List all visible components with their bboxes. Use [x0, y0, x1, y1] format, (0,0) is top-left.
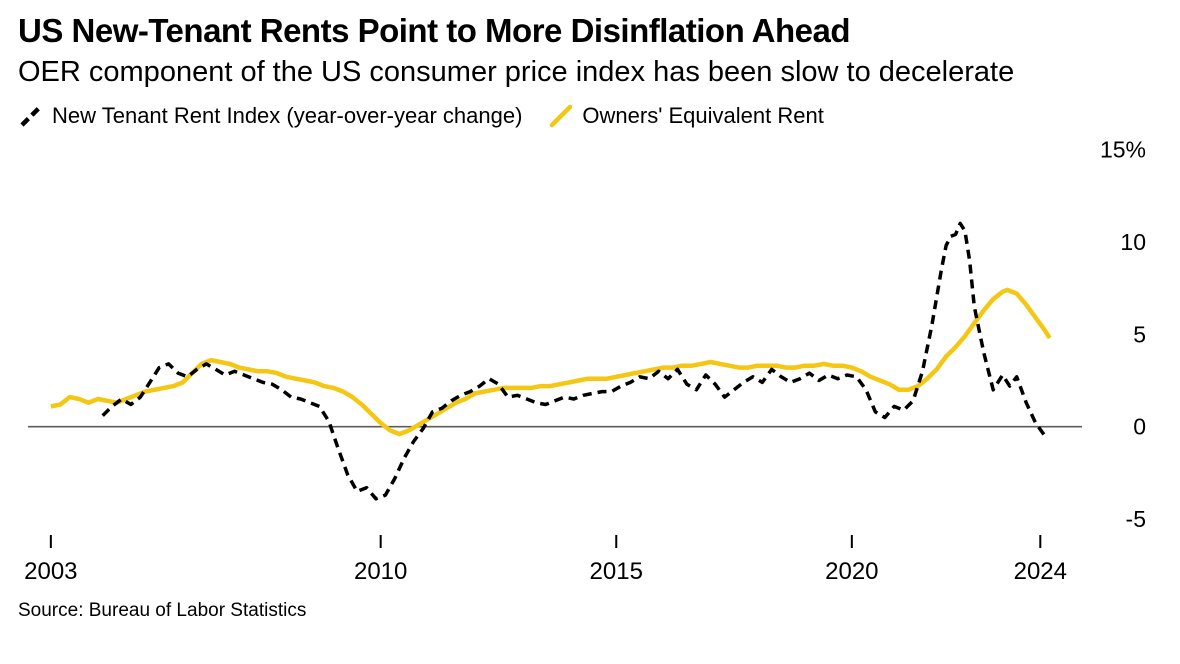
- legend-item-owners-equivalent-rent: Owners' Equivalent Rent: [548, 103, 824, 129]
- legend-label: Owners' Equivalent Rent: [582, 103, 824, 129]
- series-line-new-tenant-rent-index: [101, 221, 1047, 501]
- legend-item-new-tenant-rent: New Tenant Rent Index (year-over-year ch…: [18, 103, 522, 129]
- page: US New-Tenant Rents Point to More Disinf…: [18, 12, 1162, 622]
- y-axis-tick-label: 5: [1133, 322, 1146, 348]
- x-axis-tick-label: 2020: [825, 558, 878, 585]
- y-axis-tick-label: 10: [1120, 229, 1146, 255]
- series-line-owners-equivalent-rent: [50, 287, 1052, 437]
- x-axis-tick-label: 2024: [1014, 558, 1067, 585]
- legend-label: New Tenant Rent Index (year-over-year ch…: [52, 103, 523, 129]
- legend: New Tenant Rent Index (year-over-year ch…: [18, 103, 1162, 129]
- chart-area: 15% 10 5 0 -5 2003 2010 2015 2020 2024: [18, 131, 1162, 598]
- source-note: Source: Bureau of Labor Statistics: [18, 600, 307, 622]
- y-axis-tick-label: -5: [1126, 506, 1146, 532]
- x-axis-tick-label: 2010: [354, 558, 407, 585]
- y-axis-tick-label: 15%: [1100, 137, 1146, 163]
- chart-subtitle: OER component of the US consumer price i…: [18, 55, 1015, 88]
- solid-line-swatch-icon: [548, 104, 574, 128]
- x-axis-tick-label: 2003: [24, 558, 77, 585]
- dashed-line-swatch-icon: [18, 104, 44, 128]
- y-axis-tick-label: 0: [1133, 414, 1146, 440]
- chart-title: US New-Tenant Rents Point to More Disinf…: [18, 12, 851, 49]
- chart-canvas: 15% 10 5 0 -5 2003 2010 2015 2020 2024: [24, 137, 1146, 586]
- x-axis-tick-label: 2015: [590, 558, 643, 585]
